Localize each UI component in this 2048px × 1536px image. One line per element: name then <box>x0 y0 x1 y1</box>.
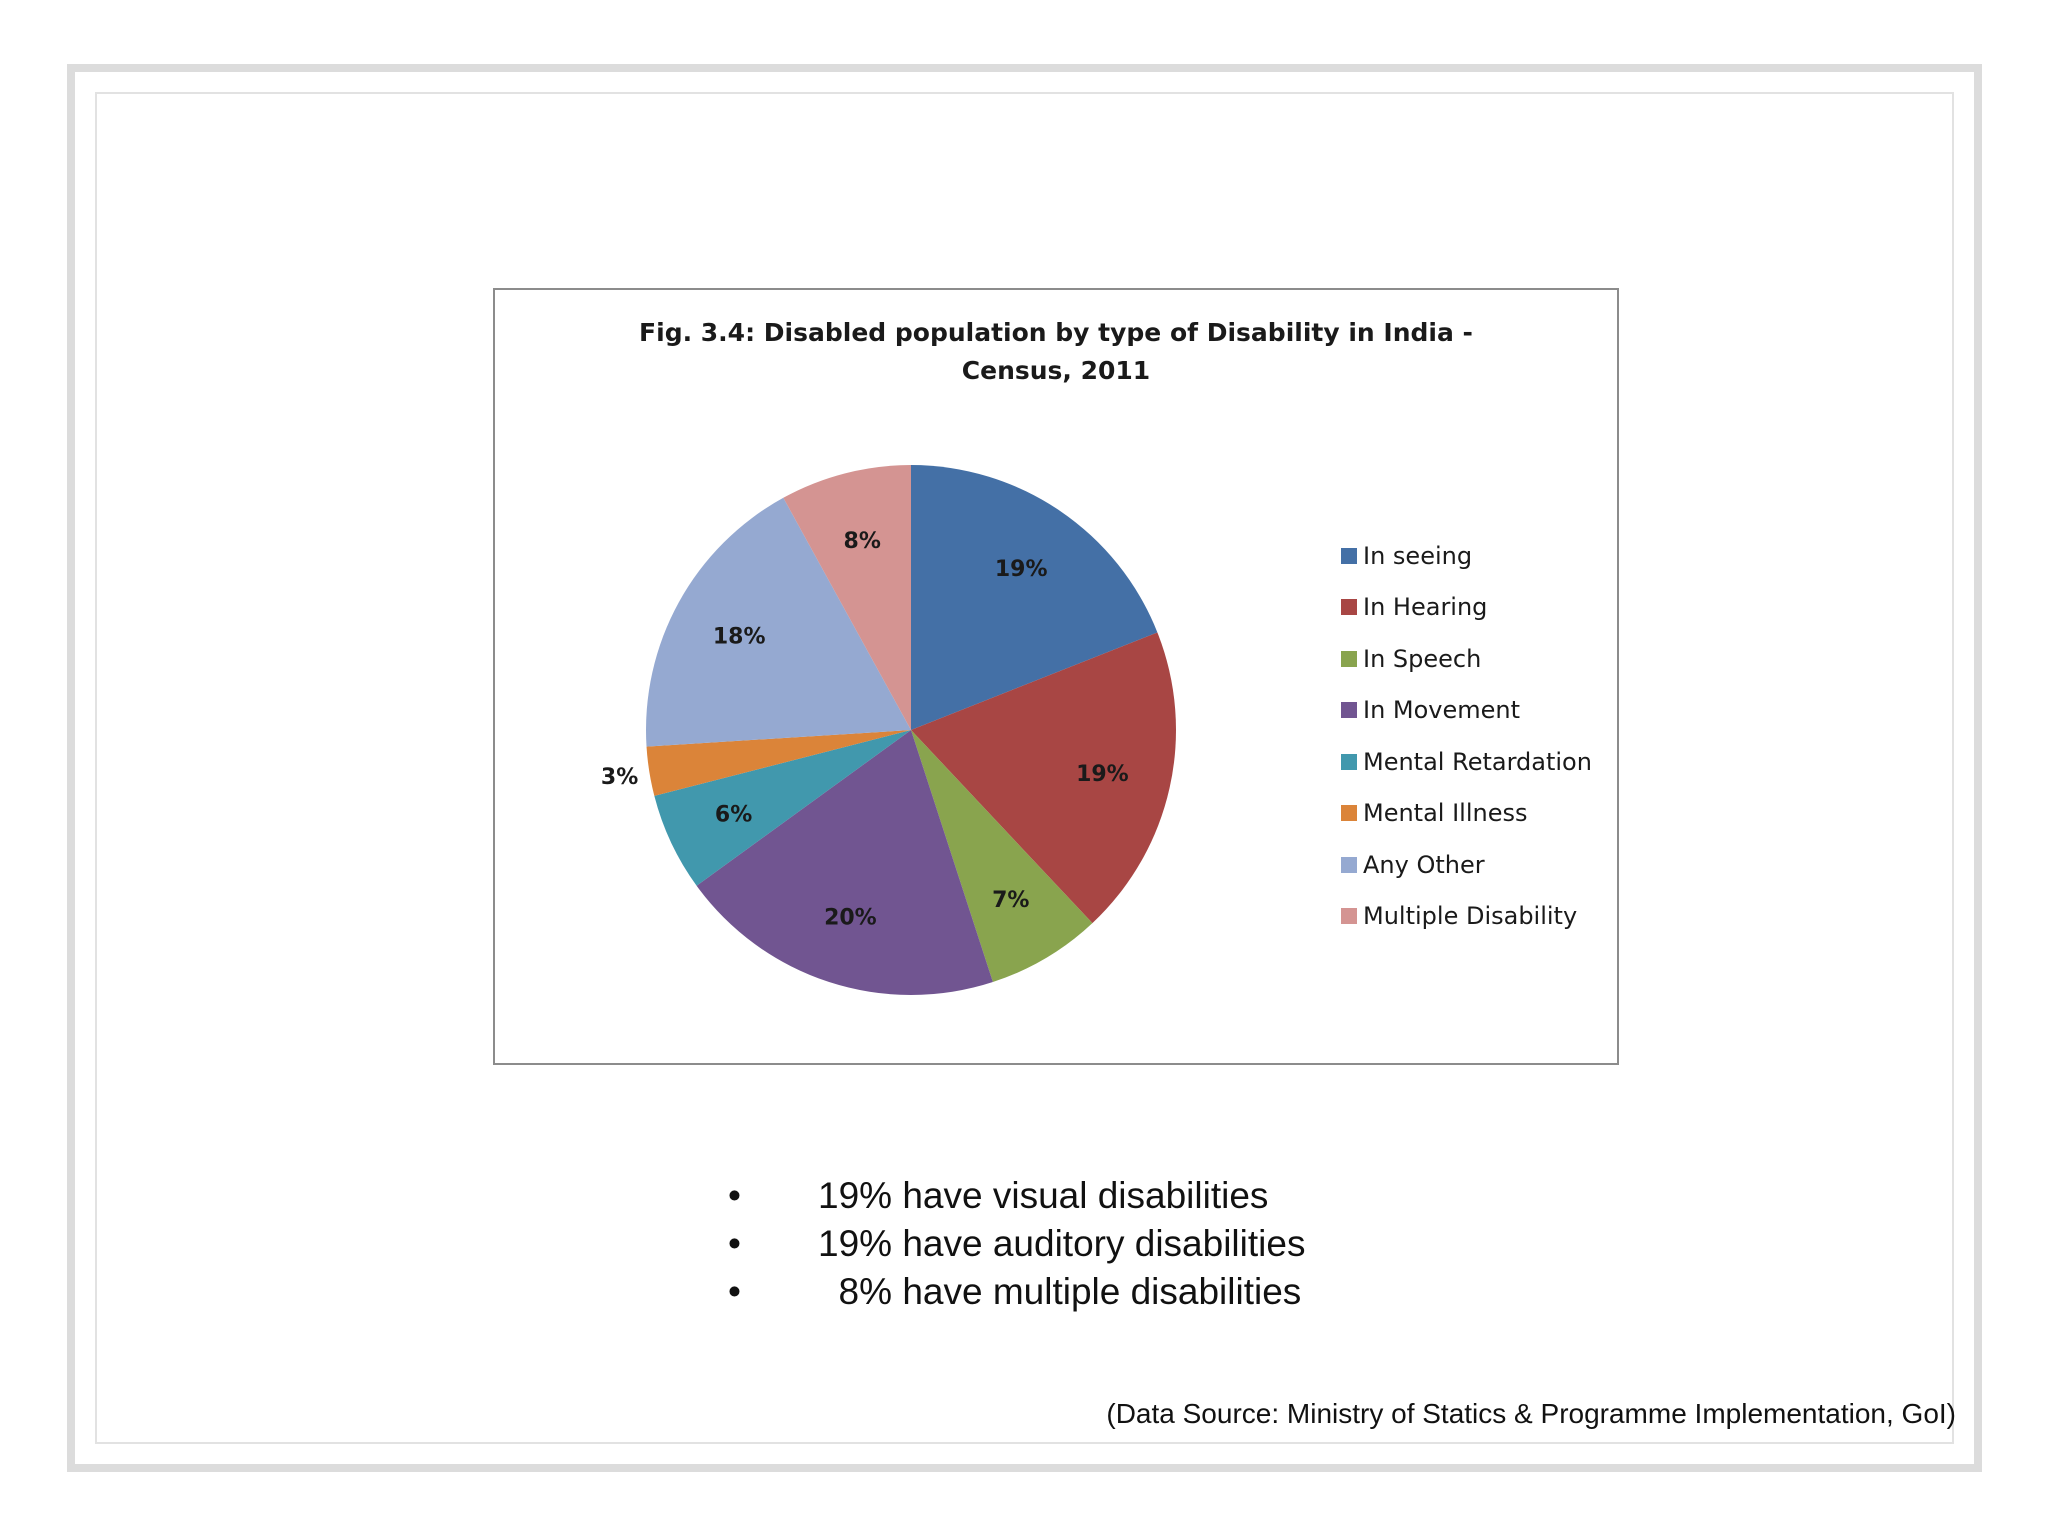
chart-legend: In seeing In Hearing In Speech In Movement M… <box>1341 530 1592 942</box>
legend-item: Multiple Disability <box>1341 891 1592 943</box>
legend-label: In Movement <box>1363 696 1521 725</box>
legend-item: In Hearing <box>1341 582 1592 634</box>
legend-item: In Movement <box>1341 685 1592 737</box>
legend-item: In Speech <box>1341 633 1592 685</box>
chart-frame: Fig. 3.4: Disabled population by type of… <box>493 288 1619 1065</box>
pie-slice-any-other <box>646 497 911 747</box>
legend-swatch <box>1341 599 1357 616</box>
pie-slice-mental-retardation <box>654 730 911 886</box>
pie-slice-multiple-disability <box>783 465 911 730</box>
legend-swatch <box>1341 908 1357 925</box>
pie-slice-label: 7% <box>992 888 1029 913</box>
data-source-note: (Data Source: Ministry of Statics & Prog… <box>1106 1398 1956 1429</box>
pie-slice-in-speech <box>911 730 1093 983</box>
bullet-item-auditory: • 19% have auditory disabilities <box>728 1220 1305 1268</box>
pie-slice-in-seeing <box>911 465 1158 730</box>
pie-slice-mental-illness <box>646 730 911 796</box>
legend-swatch <box>1341 547 1357 564</box>
chart-title-line-2: Census, 2011 <box>961 356 1151 385</box>
pie-slice-label: 18% <box>713 625 766 650</box>
pie-chart: 19% 19% 7% 20% 6% 3% 18% 8% <box>601 465 1176 995</box>
bullet-text: 19% have visual disabilities <box>818 1175 1269 1216</box>
pie-slice-in-movement <box>696 730 993 995</box>
chart-title-line-1: Fig. 3.4: Disabled population by type of… <box>639 318 1473 347</box>
bullet-item-multiple: • 8% have multiple disabilities <box>728 1268 1305 1316</box>
bullet-marker: • <box>728 1271 741 1312</box>
legend-swatch <box>1341 650 1357 667</box>
legend-item: In seeing <box>1341 530 1592 582</box>
legend-label: In seeing <box>1363 541 1473 570</box>
legend-swatch <box>1341 805 1357 822</box>
pie-slice-in-hearing <box>911 632 1176 924</box>
pie-slice-label: 19% <box>995 557 1048 582</box>
bullet-marker: • <box>728 1175 741 1216</box>
legend-swatch <box>1341 753 1357 770</box>
legend-label: Any Other <box>1363 850 1485 879</box>
pie-slice-label: 8% <box>844 529 881 554</box>
legend-swatch <box>1341 856 1357 873</box>
bullet-text: 19% have auditory disabilities <box>818 1223 1306 1264</box>
legend-label: Multiple Disability <box>1363 902 1578 931</box>
bullet-text: 8% have multiple disabilities <box>818 1271 1302 1312</box>
legend-label: In Hearing <box>1363 593 1488 622</box>
legend-label: Mental Retardation <box>1363 747 1592 776</box>
legend-swatch <box>1341 702 1357 719</box>
pie-slice-label: 3% <box>601 765 638 790</box>
chart-title: Fig. 3.4: Disabled population by type of… <box>495 314 1617 390</box>
legend-label: In Speech <box>1363 644 1482 673</box>
bullet-item-visual: • 19% have visual disabilities <box>728 1172 1305 1220</box>
pie-slice-label: 6% <box>715 803 752 828</box>
pie-slice-label: 20% <box>824 906 877 931</box>
bullet-marker: • <box>728 1223 741 1264</box>
legend-item: Mental Retardation <box>1341 736 1592 788</box>
legend-item: Any Other <box>1341 839 1592 891</box>
legend-item: Mental Illness <box>1341 788 1592 840</box>
pie-slice-label: 19% <box>1076 762 1129 787</box>
legend-label: Mental Illness <box>1363 799 1528 828</box>
bullet-list: • 19% have visual disabilities • 19% hav… <box>728 1172 1305 1316</box>
